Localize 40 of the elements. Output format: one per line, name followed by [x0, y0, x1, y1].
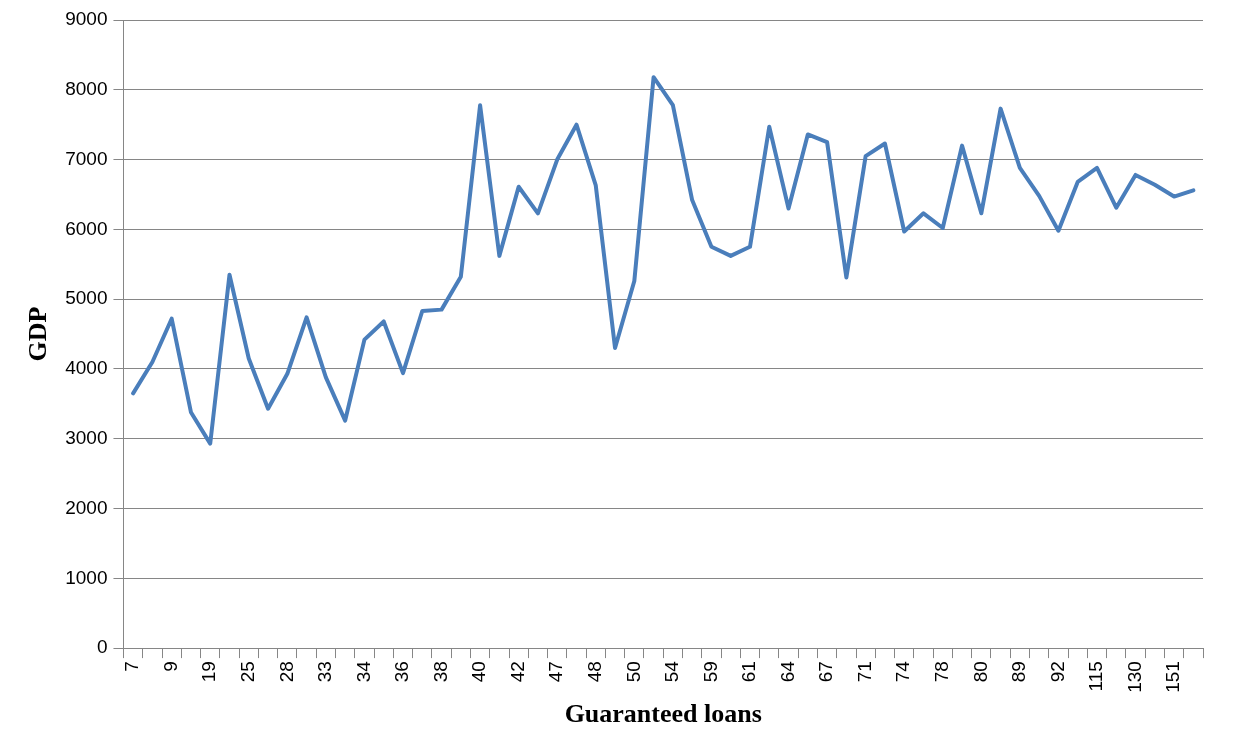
- x-tick-label: 42: [506, 661, 528, 683]
- y-tick-label: 2000: [65, 496, 108, 518]
- y-tick-label: 5000: [65, 287, 108, 309]
- x-tick-label: 61: [738, 661, 760, 683]
- x-tick-label: 64: [776, 660, 798, 683]
- x-tick-label: 38: [429, 661, 451, 683]
- x-tick-label: 33: [314, 661, 336, 683]
- x-tick-label: 40: [468, 661, 490, 683]
- x-tick-label: 7: [121, 661, 143, 672]
- x-tick-label: 89: [1008, 661, 1030, 683]
- x-tick-label: 25: [237, 661, 258, 683]
- x-tick-label: 78: [930, 661, 952, 683]
- x-tick-label: 34: [352, 660, 374, 683]
- y-tick-label: 3000: [65, 426, 108, 448]
- x-tick-label: 151: [1162, 661, 1184, 693]
- y-tick-label: 0: [96, 636, 108, 658]
- x-axis-title: Guaranteed loans: [564, 699, 762, 729]
- y-tick-label: 7000: [65, 147, 108, 169]
- x-tick-label: 50: [622, 661, 644, 683]
- y-tick-label: 4000: [65, 357, 108, 379]
- y-tick-label: 1000: [65, 566, 108, 588]
- x-tick-label: 92: [1046, 661, 1068, 683]
- x-tick-label: 71: [853, 661, 875, 683]
- x-tick-label: 130: [1123, 661, 1145, 693]
- x-tick-label: 74: [892, 660, 914, 683]
- x-tick-label: 80: [969, 661, 991, 683]
- y-tick-label: 9000: [65, 8, 108, 30]
- x-tick-label: 9: [159, 661, 181, 672]
- x-tick-label: 115: [1085, 661, 1107, 692]
- y-tick-label: 8000: [65, 78, 108, 100]
- x-tick-label: 47: [545, 661, 567, 683]
- x-tick-label: 54: [661, 660, 683, 683]
- x-tick-label: 67: [815, 661, 837, 683]
- x-tick-label: 28: [275, 661, 297, 683]
- x-tick-label: 48: [584, 661, 605, 683]
- x-tick-label: 19: [198, 661, 220, 683]
- y-axis-title: GDP: [23, 306, 53, 362]
- x-tick-label: 59: [699, 661, 721, 683]
- x-tick-label: 36: [391, 661, 413, 683]
- y-tick-label: 6000: [65, 217, 108, 239]
